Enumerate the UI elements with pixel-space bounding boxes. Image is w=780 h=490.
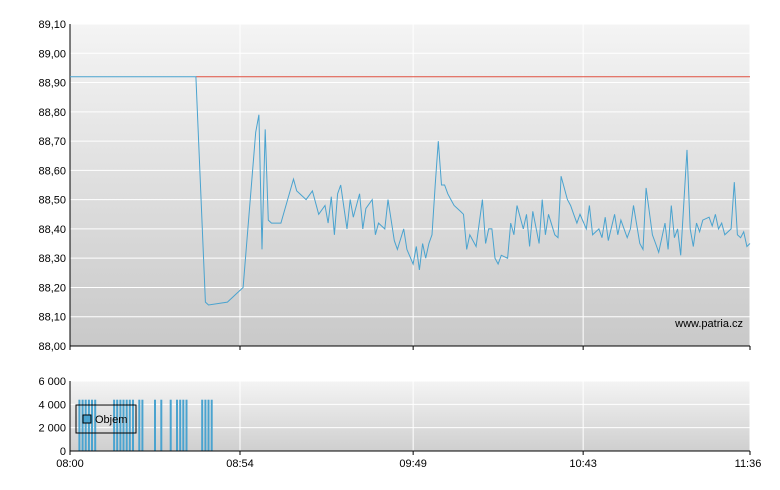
volume-bar [81,399,84,451]
price-y-tick-label: 88,20 [38,282,66,294]
volume-bars [78,399,213,451]
volume-bar [179,399,182,451]
price-series-line [70,76,751,306]
volume-bar [204,399,207,451]
price-y-tick-label: 88,60 [38,165,66,177]
price-y-tick-label: 89,10 [38,19,66,31]
volume-bar [185,399,188,451]
volume-bar [210,399,213,451]
volume-bar [94,399,97,451]
x-tick-label: 09:49 [399,458,427,470]
price-y-tick-label: 88,40 [38,224,66,236]
volume-bar [141,399,144,451]
volume-bar [132,399,134,451]
volume-bar [176,399,178,451]
x-tick-label: 10:43 [569,458,597,470]
price-y-axis: 89,10 89,00 88,90 88,80 88,70 88,60 88,50 88,40… [38,19,66,353]
volume-y-tick-label: 2 000 [38,423,66,435]
volume-plot-background [70,381,750,451]
volume-bar [128,399,131,451]
volume-y-tick-label: 0 [60,446,66,458]
volume-bar [207,399,210,451]
x-tick-label: 11:36 [735,458,762,470]
price-y-tick-label: 88,10 [38,312,66,324]
volume-bar [91,399,93,451]
volume-bar [138,399,141,451]
price-y-tick-label: 88,30 [38,253,66,265]
volume-y-tick-label: 6 000 [38,376,66,388]
volume-bar [78,399,81,451]
price-x-ticks [69,346,751,350]
volume-x-axis: 08:00 08:54 09:49 10:43 11:36 [56,451,761,470]
price-y-tick-label: 88,90 [38,78,66,90]
x-tick-label: 08:00 [56,458,84,470]
volume-bar [182,399,185,451]
legend-swatch-icon [82,414,92,424]
volume-legend: Objem [75,404,137,434]
volume-bar [113,399,116,451]
volume-bar [87,399,90,451]
price-y-tick-label: 88,00 [38,341,66,353]
volume-y-axis: 6 000 4 000 2 000 0 [38,376,66,458]
volume-bar [154,399,156,451]
volume-bar [201,399,204,451]
volume-bar [119,399,122,451]
legend-label: Objem [95,414,127,426]
legend-box [75,404,137,434]
volume-y-tick-label: 4 000 [38,399,66,411]
price-y-tick-label: 88,70 [38,136,66,148]
x-tick-label: 08:54 [226,458,254,470]
volume-panel: 6 000 4 000 2 000 0 08:00 08:54 09:49 10:43 11:… [38,376,761,470]
volume-bar [122,399,125,451]
price-panel: 89,10 89,00 88,90 88,80 88,70 88,60 88,50 88,40… [38,19,751,353]
volume-bar [169,399,172,451]
price-y-tick-label: 88,80 [38,107,66,119]
volume-bar [160,399,163,451]
price-plot-background [70,24,750,346]
volume-bar [125,399,128,451]
volume-bar [84,399,87,451]
price-y-tick-label: 89,00 [38,48,66,60]
volume-bar [116,399,119,451]
watermark: www.patria.cz [674,318,743,330]
price-y-tick-label: 88,50 [38,195,66,207]
